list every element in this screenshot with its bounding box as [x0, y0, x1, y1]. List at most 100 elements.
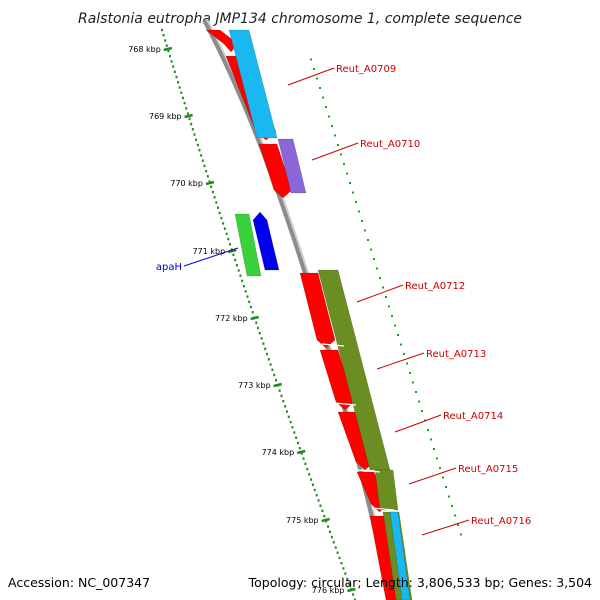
cds-olive-0715	[374, 469, 399, 511]
ruler-dot	[334, 546, 337, 549]
ruler-dot	[282, 399, 285, 403]
leader-line	[394, 414, 442, 433]
segment-divider	[371, 507, 395, 511]
track-dot	[412, 381, 414, 384]
ruler-dot	[213, 196, 216, 199]
ruler-dot	[201, 159, 204, 162]
track-dot	[388, 305, 390, 308]
track-dot	[457, 524, 459, 526]
ruler-dot	[200, 154, 203, 157]
track-dot	[403, 353, 405, 355]
cds-cyan-0716	[389, 511, 411, 600]
ruler-dot	[295, 436, 298, 439]
ruler-dot	[311, 483, 314, 486]
ruler-dot	[180, 91, 183, 94]
ruler-dot	[325, 520, 328, 523]
gene-label-reut_a0715: Reut_A0715	[458, 464, 518, 475]
ruler-dot	[338, 556, 341, 560]
track-dot	[421, 410, 423, 412]
ruler-dot	[304, 462, 307, 466]
ruler-dot	[285, 410, 288, 413]
track-dot	[430, 438, 432, 441]
track-dot	[352, 191, 354, 194]
track-dot	[397, 334, 399, 336]
ruler-dot	[244, 290, 247, 293]
ruler-dot	[278, 389, 281, 392]
track-dot	[460, 533, 462, 536]
track-dot	[379, 277, 381, 279]
ruler-dot	[264, 347, 267, 351]
segment-divider	[321, 343, 345, 347]
map-title: Ralstonia eutropha JMP134 chromosome 1, …	[78, 11, 522, 27]
ruler-dot	[289, 420, 292, 424]
ruler-dot	[185, 107, 188, 110]
track-dot	[373, 258, 375, 260]
ruler-dot	[284, 405, 287, 408]
ruler-tick	[227, 248, 237, 254]
track-dot	[325, 106, 327, 108]
ruler-dot	[317, 499, 320, 502]
ruler-dot	[188, 117, 191, 121]
kbp-ruler: 768 kbp 769 kbp 770 kbp 771 kbp 772 kbp 773 k…	[128, 28, 357, 600]
track-dot	[346, 172, 348, 175]
cds-red-0712	[299, 272, 336, 349]
ruler-dot	[319, 504, 322, 507]
ruler-dot	[310, 478, 313, 481]
ruler-tick	[250, 315, 259, 321]
ruler-dot	[190, 122, 193, 126]
track-dot	[355, 201, 357, 203]
ruler-dot	[218, 211, 221, 215]
track-dot	[442, 476, 444, 479]
cds-purple-0710	[277, 138, 307, 194]
ruler-dot	[291, 426, 294, 429]
ruler-dot	[186, 112, 189, 115]
ruler-dot	[220, 216, 223, 220]
track-dot	[409, 372, 411, 374]
ruler-dot	[183, 101, 186, 105]
track-dot	[418, 400, 420, 403]
ruler-dot	[195, 138, 198, 141]
ruler-dot	[237, 269, 240, 272]
gene-label-reut_a0709: Reut_A0709	[336, 64, 396, 75]
ruler-label: 772 kbp	[215, 314, 248, 323]
gene-label-reut_a0710: Reut_A0710	[360, 139, 420, 150]
accession-label: Accession: NC_007347	[8, 575, 150, 590]
ruler-dot	[196, 143, 199, 147]
ruler-dot	[232, 253, 235, 256]
segment-divider	[357, 469, 381, 473]
ruler-dot	[225, 232, 228, 236]
ruler-label: 775 kbp	[286, 516, 319, 525]
ruler-dot	[230, 248, 233, 251]
track-dot	[316, 77, 318, 80]
ruler-dot	[164, 39, 167, 42]
leader-line	[287, 67, 335, 86]
genome-summary: Topology: circular; Length: 3,806,533 bp…	[248, 575, 592, 590]
ruler-dot	[293, 431, 296, 434]
ruler-dot	[210, 185, 213, 189]
ruler-dot	[348, 582, 351, 586]
leader-line	[421, 519, 470, 536]
ruler-dot	[178, 86, 181, 89]
ruler-dot	[162, 34, 165, 37]
ruler-tick	[163, 46, 173, 52]
segment-divider	[333, 402, 357, 406]
track-dot	[334, 134, 336, 137]
track-dot	[394, 324, 396, 327]
track-dot	[400, 343, 402, 346]
track-dot	[358, 210, 360, 213]
track-dot	[319, 87, 321, 89]
track-dot	[448, 495, 450, 498]
ruler-dot	[269, 363, 272, 366]
ruler-dot	[191, 128, 194, 131]
ruler-dot	[330, 535, 333, 539]
track-dot	[415, 391, 417, 393]
ruler-dot	[265, 352, 268, 356]
track-dot	[376, 267, 378, 270]
ruler-dot	[167, 49, 170, 53]
track-dot	[439, 467, 441, 469]
track-dot	[367, 239, 369, 241]
leader-line	[408, 467, 457, 485]
ruler-dot	[346, 577, 349, 581]
ruler-dot	[165, 44, 168, 47]
ruler-label: 770 kbp	[170, 179, 203, 188]
